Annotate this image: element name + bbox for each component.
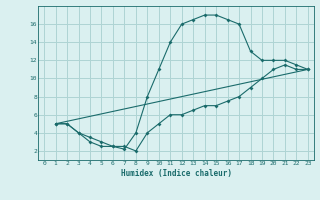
X-axis label: Humidex (Indice chaleur): Humidex (Indice chaleur)	[121, 169, 231, 178]
